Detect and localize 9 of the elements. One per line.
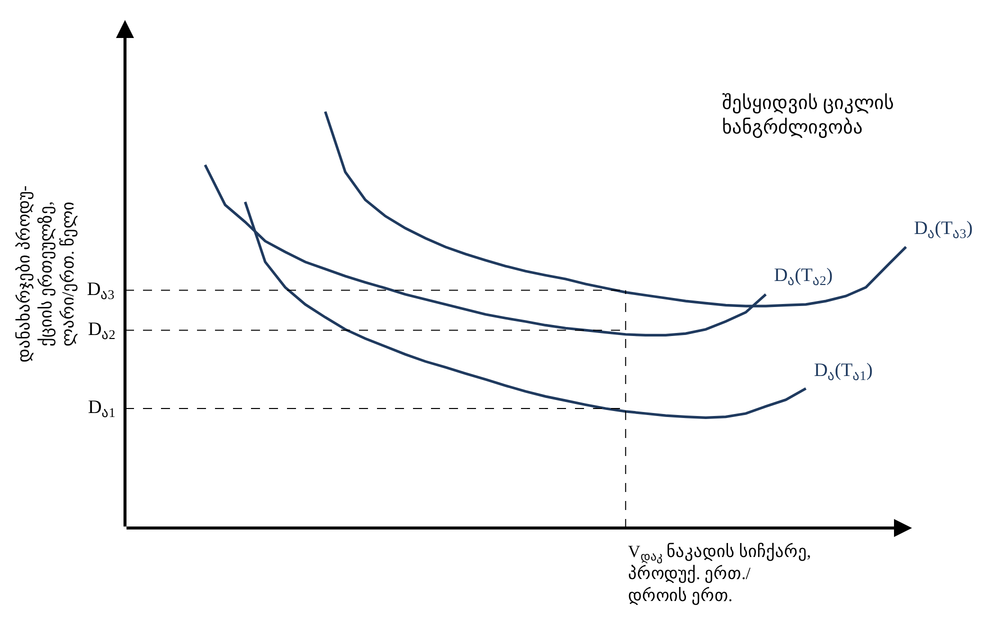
ref-line-label: D$_{ა1}$ <box>88 397 116 420</box>
x-axis-title: V$_{დაკ}$ ნაკადის სიჩქარე, პროდუქ. ერთ./ დროის ერთ. <box>628 542 812 606</box>
ref-line-label: D$_{ა2}$ <box>88 319 116 342</box>
ref-line-label: D$_{ა3}$ <box>87 279 115 302</box>
annotation: შესყიდვის ციკლის ხანგრძლივობა <box>722 93 894 139</box>
y-axis-title: დანახარჯები პროდუ- ქციის ერთეულზე, ლარი/ერთ. წელი <box>14 185 79 362</box>
series-label: D$_{ა}$(T$_{ა3}$) <box>914 218 973 241</box>
series-label: D$_{ა}$(T$_{ა2}$) <box>774 265 833 288</box>
series-label: D$_{ა}$(T$_{ა1}$) <box>814 360 873 383</box>
